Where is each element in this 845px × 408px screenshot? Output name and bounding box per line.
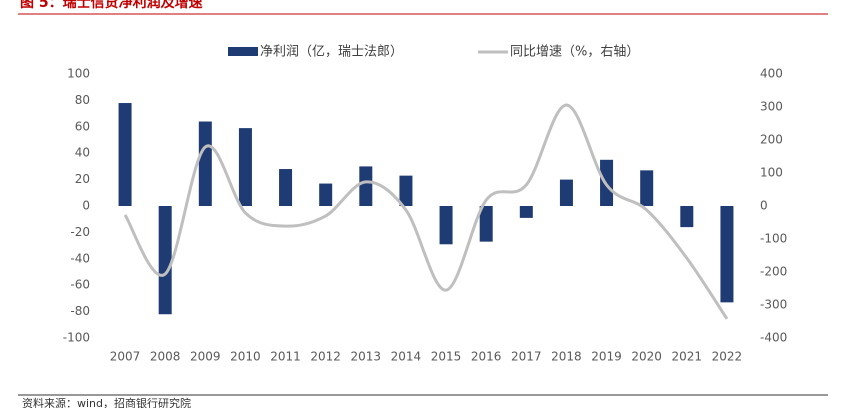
- y-tick-label: -100: [63, 331, 90, 345]
- bar: [399, 175, 413, 206]
- x-tick-label: 2017: [511, 350, 542, 364]
- x-tick-label: 2007: [110, 350, 141, 364]
- y-tick-label: 20: [75, 172, 90, 186]
- x-tick-label: 2010: [230, 350, 261, 364]
- bar: [198, 121, 212, 206]
- y2-tick-label: 400: [760, 67, 783, 81]
- x-tick-label: 2021: [672, 350, 703, 364]
- legend-label: 同比增速（%，右轴）: [510, 45, 639, 60]
- y-tick-label: -80: [70, 304, 90, 318]
- y2-tick-label: -100: [760, 232, 787, 246]
- chart-title: 图 5：瑞士信贷净利润及增速: [20, 0, 203, 11]
- x-tick-label: 2016: [471, 350, 502, 364]
- y-tick-label: 60: [75, 119, 90, 133]
- source: 资料来源：wind，招商银行研究院: [22, 396, 191, 408]
- bar: [720, 206, 734, 303]
- y2-tick-label: -400: [760, 331, 787, 345]
- bar: [279, 169, 293, 206]
- bar: [158, 206, 172, 315]
- x-tick-label: 2008: [150, 350, 181, 364]
- bar: [479, 206, 493, 242]
- y2-tick-label: -300: [760, 298, 787, 312]
- bar: [118, 103, 132, 206]
- y-tick-label: 80: [75, 93, 90, 107]
- y-tick-label: -60: [70, 278, 90, 292]
- bar: [519, 206, 533, 218]
- x-tick-label: 2011: [270, 350, 301, 364]
- x-tick-label: 2015: [431, 350, 462, 364]
- bar: [640, 170, 654, 206]
- x-tick-label: 2022: [712, 350, 743, 364]
- bar: [238, 128, 252, 206]
- bar: [559, 179, 573, 206]
- legend-label: 净利润（亿，瑞士法郎）: [260, 45, 403, 60]
- y2-tick-label: 0: [760, 199, 768, 213]
- x-tick-label: 2018: [551, 350, 582, 364]
- legend-swatch: [228, 47, 258, 56]
- y-tick-label: -40: [70, 251, 90, 265]
- line: [123, 103, 729, 320]
- x-tick-label: 2014: [391, 350, 422, 364]
- x-tick-label: 2009: [190, 350, 221, 364]
- y-tick-label: -20: [70, 225, 90, 239]
- y2-tick-label: -200: [760, 265, 787, 279]
- y-tick-label: 0: [82, 199, 90, 213]
- y2-tick-label: 200: [760, 133, 783, 147]
- x-tick-label: 2012: [310, 350, 341, 364]
- y2-tick-label: 300: [760, 100, 783, 114]
- x-tick-label: 2020: [631, 350, 662, 364]
- bar: [359, 166, 373, 206]
- x-tick-label: 2019: [591, 350, 622, 364]
- y2-tick-label: 100: [760, 166, 783, 180]
- bar: [319, 183, 333, 206]
- y-tick-label: 40: [75, 146, 90, 160]
- y-tick-label: 100: [67, 67, 90, 81]
- bar: [680, 206, 694, 228]
- x-tick-label: 2013: [351, 350, 382, 364]
- bar: [439, 206, 453, 245]
